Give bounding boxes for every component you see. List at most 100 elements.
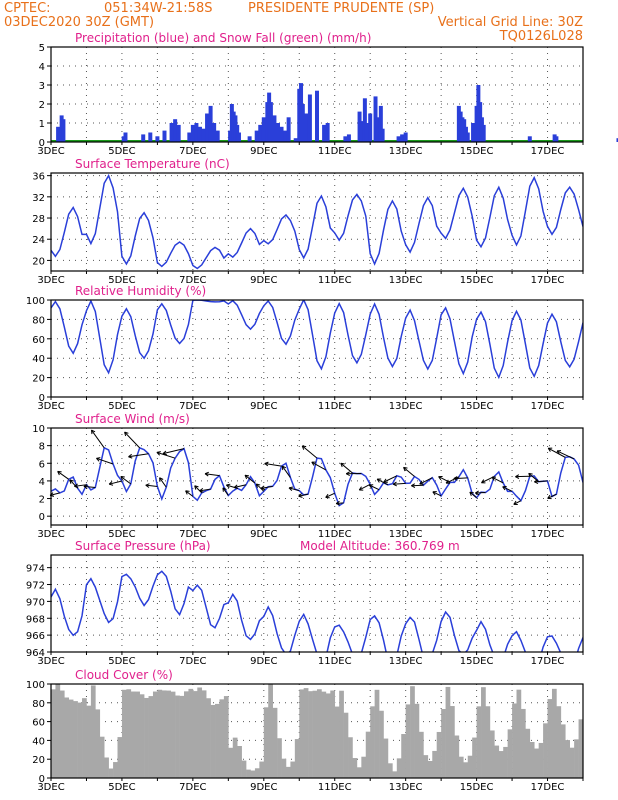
wind-arrow [534, 480, 548, 483]
ytick-label-cloud: 20 [32, 755, 45, 766]
ytick-label-rh: 20 [32, 374, 45, 385]
precip-bar [325, 123, 330, 142]
xtick-label-precip: 15DEC [460, 146, 494, 157]
cloud-bar [241, 760, 247, 778]
xtick-label-temp: 15DEC [460, 275, 494, 286]
cloud-bar [95, 709, 101, 778]
series-line-temp [51, 173, 583, 270]
panel-title-rh: Relative Humidity (%) [75, 284, 206, 298]
wind-arrow [336, 502, 344, 504]
cloud-bar [268, 684, 273, 778]
xtick-label-cloud: 7DEC [179, 782, 206, 793]
cloud-bar [308, 691, 313, 778]
wind-arrow-head [255, 483, 261, 488]
cloud-bar [215, 703, 220, 778]
cloud-bar [184, 691, 189, 778]
ytick-label-rh: 100 [26, 296, 45, 307]
cloud-bar [476, 706, 482, 778]
wind-arrow-head [226, 483, 231, 489]
wind-arrow [109, 480, 123, 485]
cloud-bar [135, 691, 140, 778]
precip-bar [368, 113, 373, 142]
wind-arrow-head [556, 450, 562, 455]
precip-bar [315, 90, 319, 142]
wind-arrow-head [74, 483, 79, 489]
xtick-label-press: 7DEC [179, 656, 206, 667]
cloud-bar [507, 729, 513, 778]
cloud-bar [263, 707, 269, 778]
cloud-bar [494, 745, 500, 778]
wind-arrow-head [515, 474, 520, 479]
wind-arrow-head [432, 491, 437, 496]
cloud-bar [481, 687, 486, 778]
cloud-bar [503, 746, 508, 778]
cloud-bar [197, 687, 203, 778]
precip-bar [169, 123, 174, 142]
xtick-label-rh: 9DEC [250, 401, 277, 412]
xtick-label-precip: 5DEC [108, 146, 135, 157]
xtick-label-rh: 7DEC [179, 401, 206, 412]
precip-bar [465, 132, 470, 142]
ytick-label-press: 964 [26, 648, 45, 659]
ytick-label-press: 974 [26, 564, 45, 575]
wind-arrow-head [162, 450, 167, 456]
panel-border-rh [50, 299, 584, 398]
cloud-bar [64, 697, 70, 778]
cloud-bar [250, 770, 256, 778]
cloud-bar [108, 768, 114, 778]
cloud-bar [348, 737, 353, 778]
cloud-bar [170, 691, 176, 778]
cloud-bar [117, 737, 123, 778]
cloud-bar [254, 768, 260, 778]
cloud-bar [405, 704, 411, 778]
xtick-label-temp: 9DEC [250, 275, 277, 286]
cloud-bar [237, 746, 242, 778]
cloud-bar [569, 747, 575, 778]
wind-arrow-head [301, 445, 307, 450]
xtick-label-wind: 3DEC [37, 529, 64, 540]
precip-bar [403, 132, 408, 142]
xtick-label-rh: 5DEC [108, 401, 135, 412]
wind-arrow-head [547, 494, 552, 500]
precip-bar [190, 124, 195, 142]
xtick-label-rh: 17DEC [531, 401, 565, 412]
cloud-bar [489, 730, 495, 778]
wind-arrow-head [156, 451, 161, 456]
precip-bar [286, 117, 291, 142]
xtick-label-rh: 3DEC [37, 401, 64, 412]
xtick-label-temp: 17DEC [531, 275, 565, 286]
precip-bar [201, 128, 206, 142]
precip-bar [155, 136, 160, 142]
precip-bar [258, 124, 263, 142]
xtick-label-precip: 3DEC [37, 146, 64, 157]
wind-arrow [311, 461, 327, 471]
ytick-label-press: 972 [26, 581, 45, 592]
xtick-label-wind: 15DEC [460, 529, 494, 540]
precip-bar [261, 117, 266, 142]
wind-arrow-head [244, 474, 250, 480]
xtick-label-cloud: 3DEC [37, 782, 64, 793]
cloud-bar [512, 703, 517, 778]
cloud-bar [104, 757, 109, 778]
xtick-label-cloud: 13DEC [389, 782, 423, 793]
cloud-bar [445, 686, 451, 778]
wind-arrow-head [159, 477, 164, 482]
cloud-bar [206, 698, 211, 778]
wind-arrow-head [260, 485, 265, 491]
precip-bar [268, 102, 273, 142]
panel-title-press: Surface Pressure (hPa) [75, 539, 211, 553]
wind-arrow-head [345, 471, 350, 477]
wind-arrow [244, 474, 256, 484]
precip-bar [187, 132, 192, 142]
cloud-bar [529, 741, 535, 778]
wind-arrow-head [438, 475, 443, 481]
cloud-bar [458, 756, 464, 778]
precip-bar [272, 115, 277, 142]
cloud-bar [68, 699, 74, 778]
wind-arrow [513, 500, 522, 505]
precip-bar [212, 123, 217, 142]
panel-title-temp: Surface Temperature (nC) [75, 157, 230, 171]
cloud-bar [538, 742, 544, 778]
wind-arrow [159, 477, 167, 488]
